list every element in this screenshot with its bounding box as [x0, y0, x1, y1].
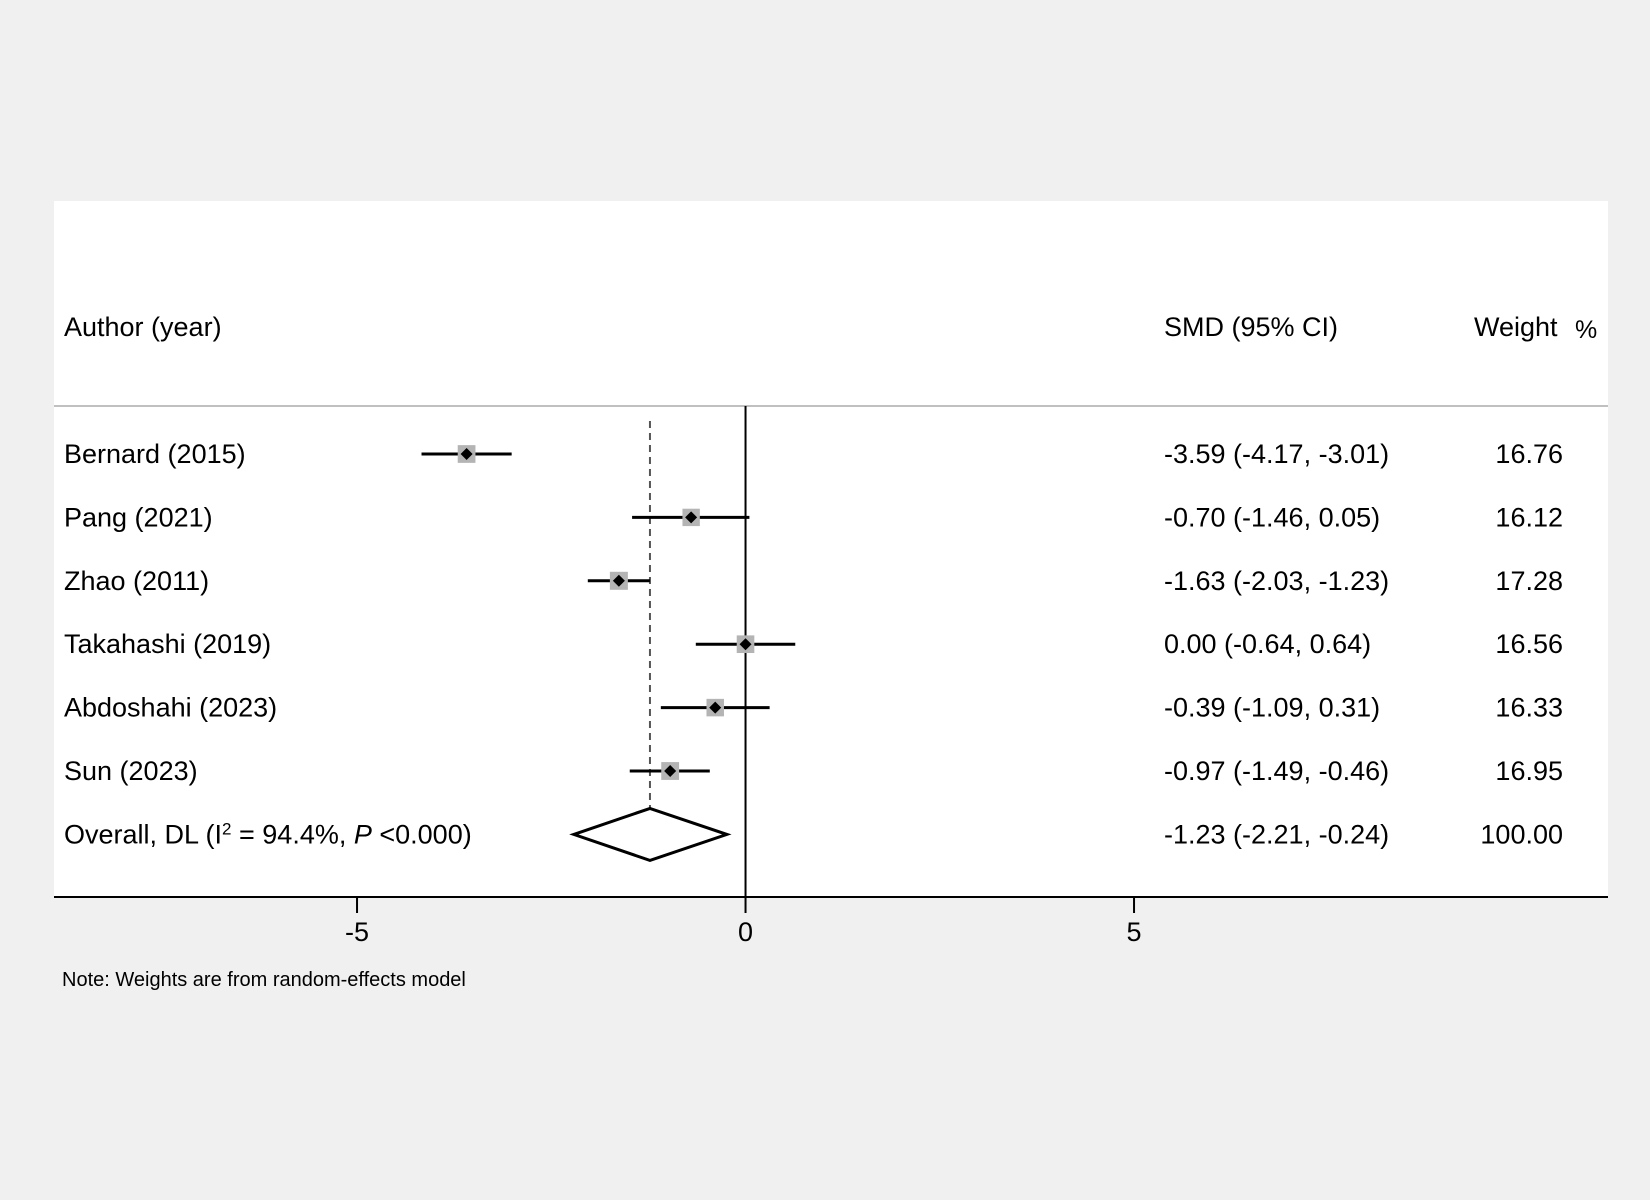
study-label: Abdoshahi (2023): [64, 693, 277, 723]
study-weight-text: 16.12: [1495, 502, 1563, 532]
study-point-estimate: [612, 574, 625, 587]
header-weight: Weight: [1474, 312, 1558, 342]
overall-label-prefix: Overall, DL (I: [64, 819, 222, 849]
x-tick-label: -5: [345, 917, 369, 947]
study-ci-text: -0.39 (-1.09, 0.31): [1164, 693, 1380, 723]
study-ci-text: -0.70 (-1.46, 0.05): [1164, 502, 1380, 532]
overall-label-p: P: [354, 819, 372, 849]
study-weight-text: 16.56: [1495, 629, 1563, 659]
x-tick-label: 0: [738, 917, 753, 947]
study-label: Pang (2021): [64, 502, 213, 532]
study-point-estimate: [685, 511, 698, 524]
study-weight-text: 16.95: [1495, 756, 1563, 786]
study-ci-text: -0.97 (-1.49, -0.46): [1164, 756, 1389, 786]
header-weight-unit: %: [1575, 316, 1597, 344]
overall-ci-text: -1.23 (-2.21, -0.24): [1164, 819, 1389, 849]
x-axis-ticks: -5 0 5: [345, 897, 1142, 947]
study-point-estimate: [664, 765, 677, 777]
overall-label-sup: 2: [222, 819, 231, 838]
study-label: Bernard (2015): [64, 439, 246, 469]
overall-label-mid: = 94.4%,: [232, 819, 354, 849]
x-tick-label: 5: [1127, 917, 1142, 947]
study-label: Takahashi (2019): [64, 629, 271, 659]
chart-marks: [421, 406, 796, 897]
plot-panel: [54, 201, 1608, 897]
study-point-estimate: [460, 448, 473, 460]
header-effect: SMD (95% CI): [1164, 312, 1338, 342]
study-label: Sun (2023): [64, 756, 198, 786]
study-weight-text: 16.76: [1495, 439, 1563, 469]
study-rows: Bernard (2015) -3.59 (-4.17, -3.01) 16.76 P…: [64, 439, 1563, 849]
study-weight-text: 17.28: [1495, 566, 1563, 596]
study-point-estimate: [709, 701, 722, 714]
overall-label-tail: <0.000): [372, 819, 472, 849]
overall-weight-text: 100.00: [1480, 819, 1563, 849]
overall-label: Overall, DL (I2 = 94.4%, P <0.000): [64, 819, 472, 850]
study-ci-text: -1.63 (-2.03, -1.23): [1164, 566, 1389, 596]
header-study: Author (year): [64, 312, 222, 342]
study-point-estimate: [739, 638, 752, 651]
study-label: Zhao (2011): [64, 566, 209, 596]
study-weight-text: 16.33: [1495, 693, 1563, 723]
overall-diamond: [569, 806, 732, 862]
study-ci-text: -3.59 (-4.17, -3.01): [1164, 439, 1389, 469]
study-ci-text: 0.00 (-0.64, 0.64): [1164, 629, 1371, 659]
footnote: Note: Weights are from random-effects mo…: [62, 969, 466, 991]
